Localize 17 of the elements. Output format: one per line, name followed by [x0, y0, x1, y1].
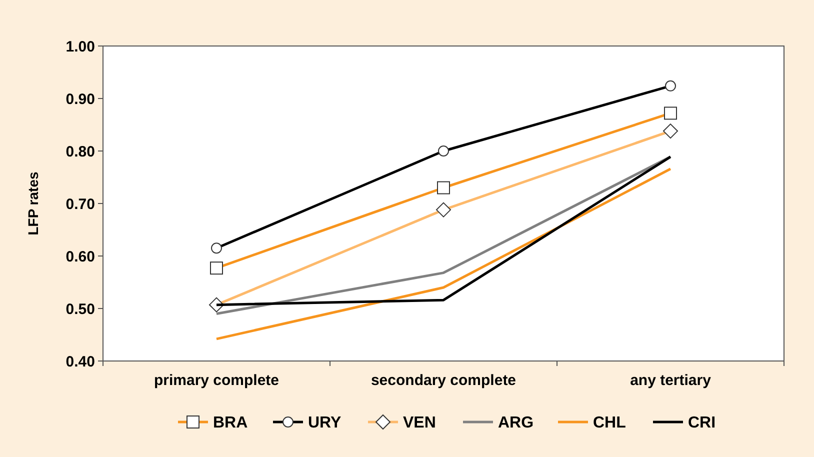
y-tick-label: 0.90	[66, 90, 95, 108]
legend-label: CHL	[593, 414, 626, 432]
y-tick-label: 0.60	[66, 248, 95, 266]
x-tick-label: secondary complete	[370, 372, 516, 389]
x-tick-label: primary complete	[154, 372, 280, 389]
legend-label: CRI	[688, 414, 716, 432]
legend-label: VEN	[403, 414, 436, 432]
y-tick-label: 0.50	[66, 300, 95, 318]
y-tick-label: 0.80	[66, 143, 95, 160]
x-tick-label: any tertiary	[630, 372, 712, 389]
y-tick-label: 0.40	[66, 353, 95, 370]
legend-label: URY	[308, 414, 342, 432]
legend-label: ARG	[498, 414, 534, 432]
y-axis-title: LFP rates	[25, 172, 41, 236]
y-tick-label: 0.70	[66, 196, 95, 213]
y-tick-label: 1.00	[66, 38, 95, 56]
legend-label: BRA	[213, 414, 248, 432]
